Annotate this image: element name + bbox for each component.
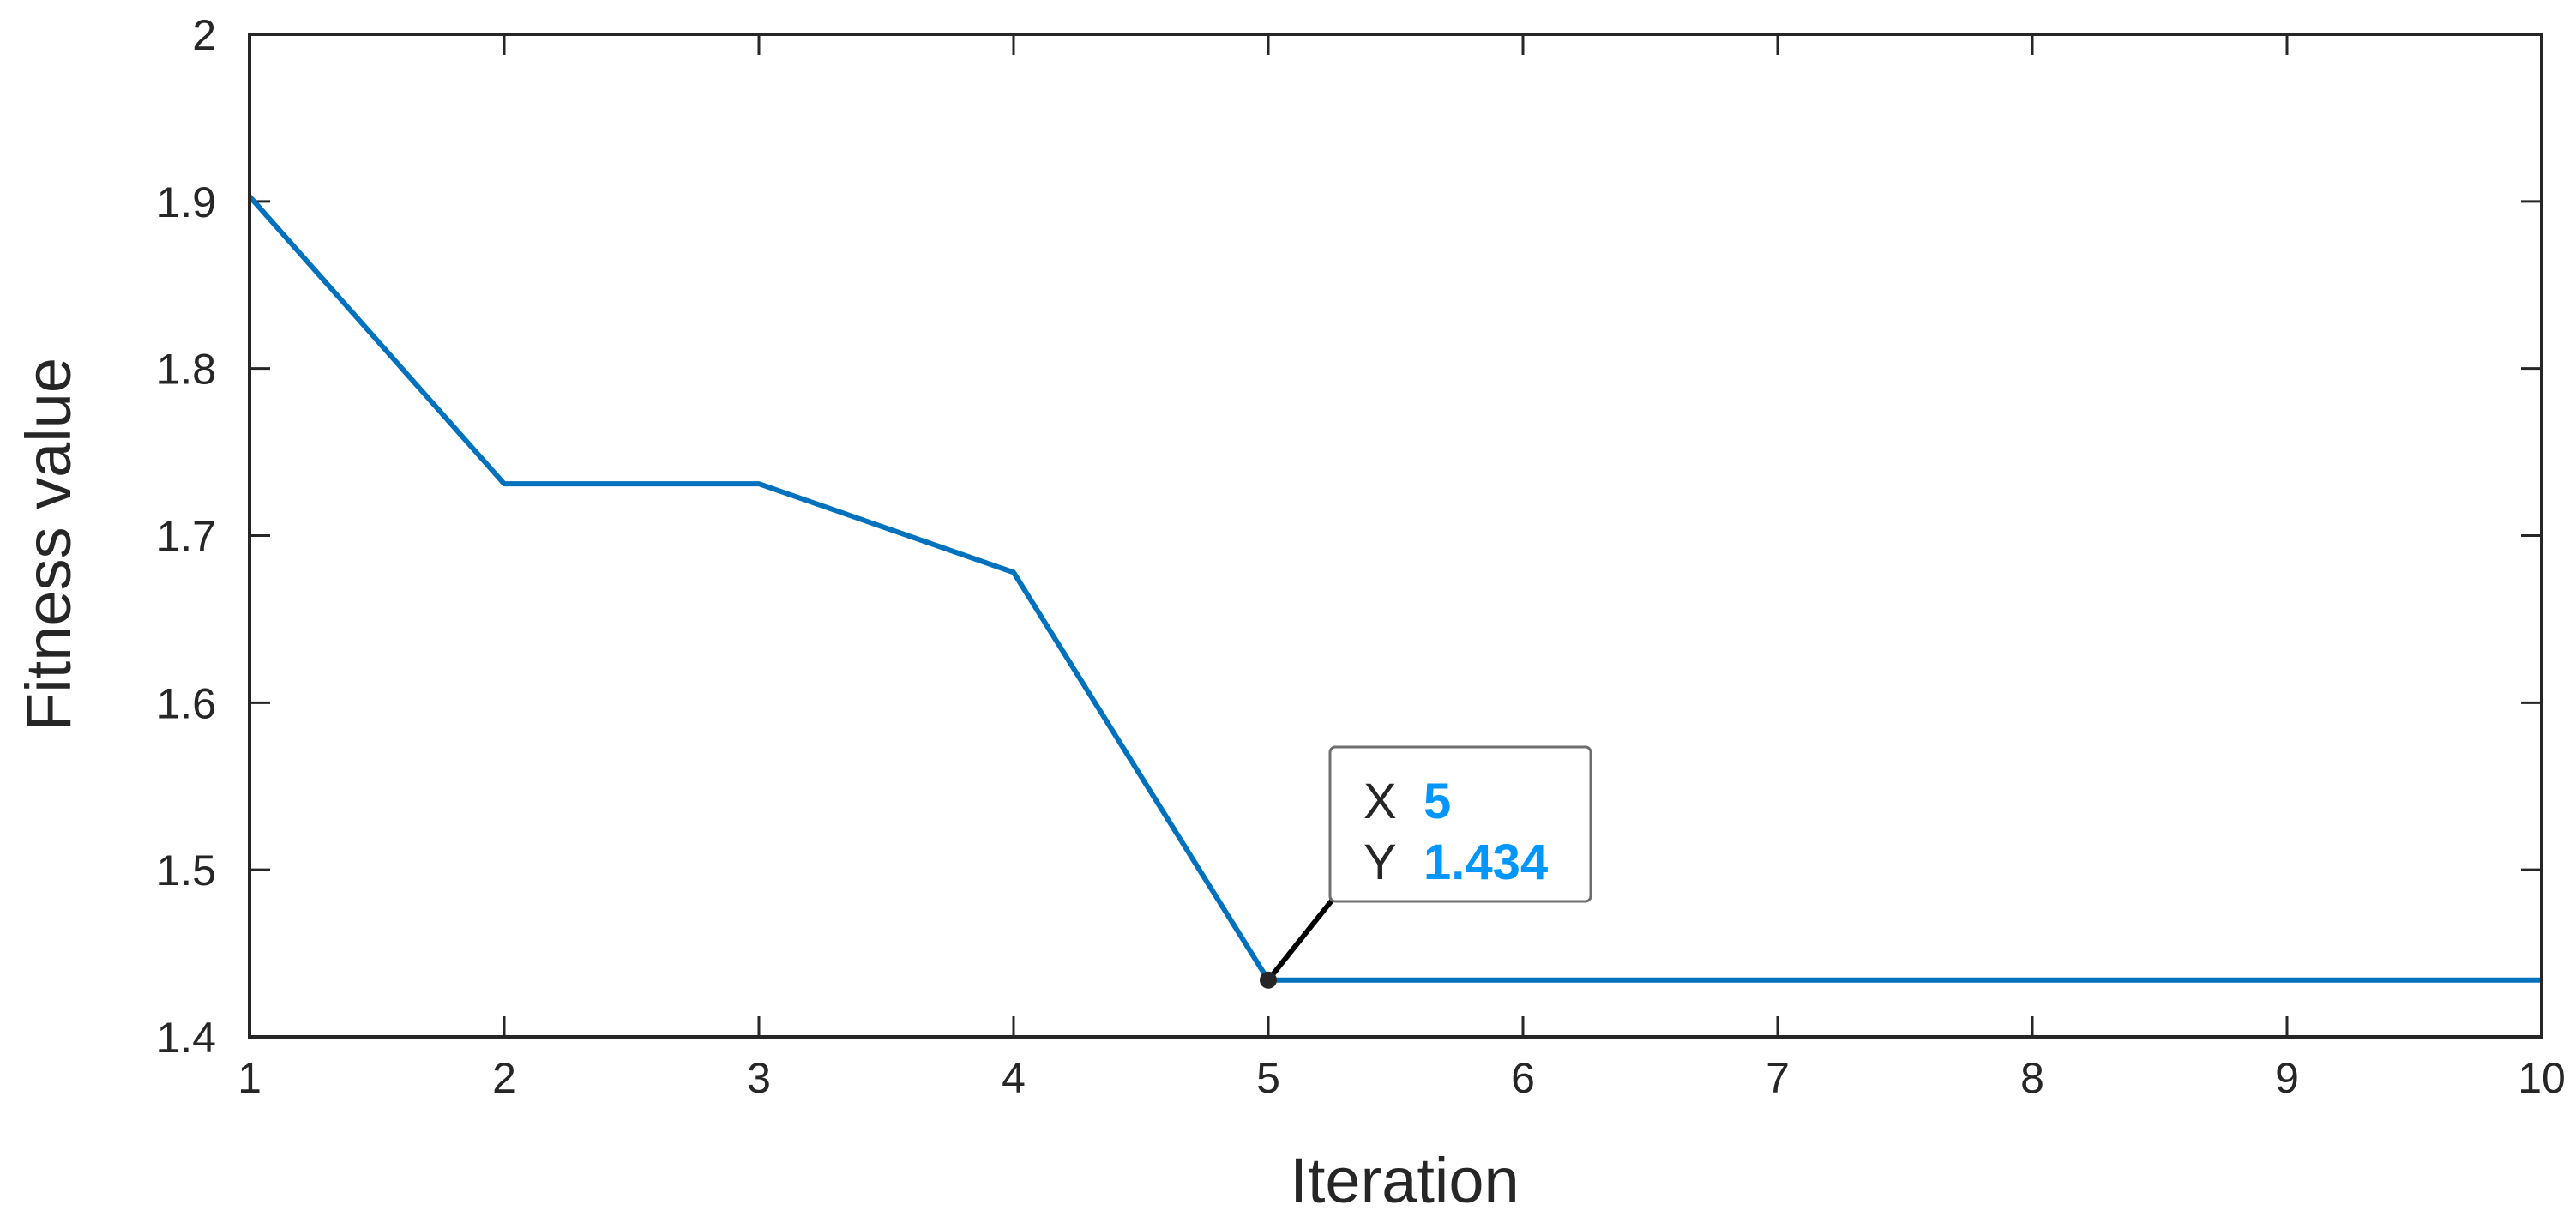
x-tick-label: 2 (492, 1054, 516, 1102)
x-tick-label: 9 (2275, 1054, 2299, 1102)
axis-tick-labels: 1 2 3 4 5 6 7 8 9 10 1.4 1.5 1.6 1.7 1.8 1.9 2 (156, 11, 2565, 1102)
x-axis-title: Iteration (1290, 1145, 1519, 1216)
fitness-series-line (247, 194, 2542, 983)
y-tick-label: 2 (192, 11, 216, 59)
x-tick-label: 3 (747, 1054, 771, 1102)
datatip[interactable]: X 5 Y 1.434 (1260, 745, 1592, 989)
datatip-box[interactable] (1328, 745, 1592, 903)
datatip-y-value: 1.434 (1423, 834, 1548, 890)
datatip-y-key: Y (1363, 834, 1397, 890)
y-tick-label: 1.7 (156, 513, 216, 561)
x-tick-label: 10 (2518, 1054, 2566, 1102)
datatip-x-key: X (1363, 774, 1397, 829)
datatip-marker[interactable] (1260, 971, 1277, 989)
x-tick-label: 6 (1511, 1054, 1535, 1102)
y-tick-label: 1.6 (156, 679, 216, 727)
y-tick-label: 1.4 (156, 1014, 216, 1062)
datatip-leader-line (1266, 895, 1338, 982)
x-tick-label: 8 (2020, 1054, 2044, 1102)
x-tick-label: 7 (1766, 1054, 1790, 1102)
x-tick-label: 4 (1002, 1054, 1026, 1102)
y-tick-label: 1.9 (156, 178, 216, 226)
x-tick-label: 5 (1256, 1054, 1280, 1102)
x-tick-label: 1 (238, 1054, 262, 1102)
plot-frame (248, 33, 2543, 1039)
datatip-x-value: 5 (1423, 774, 1451, 829)
y-axis-title: Fitness value (13, 358, 84, 732)
y-tick-label: 1.5 (156, 846, 216, 895)
y-tick-label: 1.8 (156, 346, 216, 394)
